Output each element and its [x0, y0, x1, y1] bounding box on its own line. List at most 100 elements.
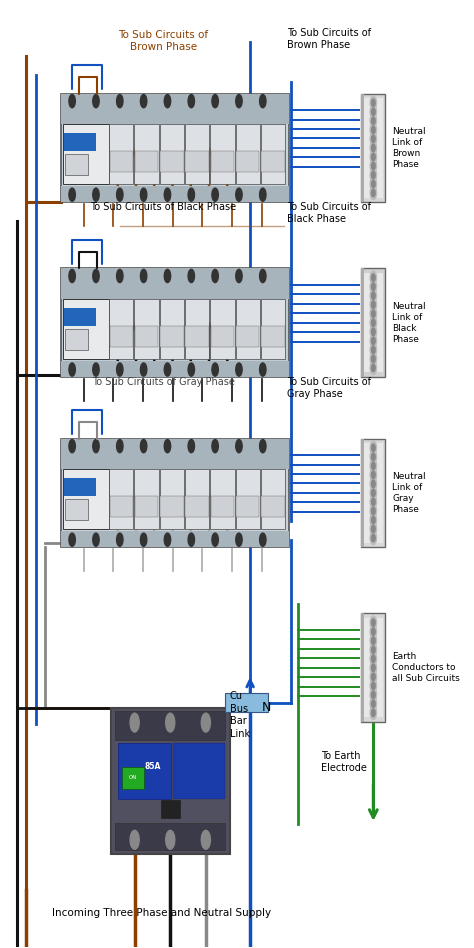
Circle shape — [370, 335, 376, 347]
Circle shape — [236, 269, 242, 283]
Text: Cu
Bus
Bar
Link: Cu Bus Bar Link — [229, 691, 250, 738]
Text: Neutral
Link of
Brown
Phase: Neutral Link of Brown Phase — [392, 127, 426, 169]
Circle shape — [372, 462, 375, 469]
Circle shape — [117, 188, 123, 201]
Bar — [109, 469, 134, 529]
Circle shape — [372, 700, 375, 707]
Circle shape — [370, 688, 376, 702]
Circle shape — [370, 96, 376, 109]
Circle shape — [372, 356, 375, 363]
Circle shape — [117, 269, 123, 283]
Circle shape — [117, 363, 123, 376]
Bar — [109, 326, 133, 347]
Circle shape — [69, 533, 75, 546]
Circle shape — [370, 616, 376, 629]
Circle shape — [372, 535, 375, 542]
Bar — [109, 299, 134, 358]
Circle shape — [370, 652, 376, 665]
Circle shape — [372, 319, 375, 326]
Circle shape — [372, 364, 375, 372]
Bar — [160, 151, 183, 172]
Circle shape — [372, 517, 375, 523]
Circle shape — [372, 489, 375, 497]
Bar — [61, 268, 289, 377]
Bar — [236, 124, 260, 184]
Circle shape — [372, 525, 375, 533]
Circle shape — [140, 95, 147, 108]
Bar — [362, 94, 385, 202]
Bar — [160, 496, 183, 517]
Bar — [61, 186, 289, 202]
Bar — [173, 743, 225, 799]
Circle shape — [370, 504, 376, 518]
Text: Neutral
Link of
Gray
Phase: Neutral Link of Gray Phase — [392, 472, 426, 514]
Circle shape — [93, 363, 99, 376]
Circle shape — [372, 283, 375, 290]
Bar — [64, 478, 96, 496]
Circle shape — [370, 316, 376, 329]
Circle shape — [370, 514, 376, 526]
Circle shape — [372, 126, 375, 134]
Circle shape — [372, 180, 375, 188]
Circle shape — [372, 301, 375, 308]
Circle shape — [370, 441, 376, 454]
Circle shape — [372, 471, 375, 479]
Circle shape — [164, 363, 171, 376]
Circle shape — [166, 713, 175, 732]
Circle shape — [370, 123, 376, 137]
Circle shape — [370, 522, 376, 536]
Circle shape — [372, 310, 375, 318]
Bar — [111, 708, 229, 854]
Bar — [160, 326, 183, 347]
Bar — [362, 613, 385, 722]
Circle shape — [212, 188, 219, 201]
Text: To Earth
Electrode: To Earth Electrode — [321, 751, 367, 774]
Bar — [261, 469, 285, 529]
Circle shape — [370, 177, 376, 191]
Circle shape — [164, 188, 171, 201]
Circle shape — [236, 533, 242, 546]
Text: ON: ON — [129, 775, 137, 780]
Circle shape — [372, 480, 375, 487]
Circle shape — [69, 363, 75, 376]
Circle shape — [372, 444, 375, 451]
Circle shape — [260, 95, 266, 108]
Circle shape — [117, 440, 123, 453]
Circle shape — [188, 440, 194, 453]
Bar — [225, 693, 268, 712]
Circle shape — [372, 682, 375, 689]
Bar — [185, 299, 210, 358]
Text: To Sub Circuits of
Brown Phase: To Sub Circuits of Brown Phase — [118, 29, 209, 52]
Text: To Sub Circuits of Gray Phase: To Sub Circuits of Gray Phase — [92, 376, 235, 387]
Bar — [261, 496, 285, 517]
Circle shape — [212, 440, 219, 453]
Circle shape — [69, 440, 75, 453]
Circle shape — [370, 105, 376, 118]
Circle shape — [164, 440, 171, 453]
Circle shape — [236, 95, 242, 108]
Bar — [61, 94, 289, 202]
Text: Incoming Three Phase and Neutral Supply: Incoming Three Phase and Neutral Supply — [52, 908, 271, 919]
Bar — [362, 613, 364, 722]
Bar — [185, 124, 210, 184]
Circle shape — [370, 532, 376, 545]
Circle shape — [260, 440, 266, 453]
Circle shape — [372, 453, 375, 461]
Circle shape — [372, 292, 375, 300]
Bar — [161, 800, 180, 818]
Circle shape — [370, 187, 376, 200]
Text: 85A: 85A — [144, 762, 161, 771]
Circle shape — [93, 269, 99, 283]
Circle shape — [201, 713, 210, 732]
Circle shape — [372, 655, 375, 663]
Circle shape — [201, 830, 210, 849]
Bar — [64, 133, 96, 151]
Circle shape — [130, 713, 139, 732]
Bar — [236, 299, 260, 358]
Circle shape — [370, 486, 376, 500]
Bar — [210, 469, 235, 529]
Circle shape — [140, 269, 147, 283]
Bar — [211, 496, 234, 517]
Circle shape — [130, 830, 139, 849]
Circle shape — [164, 95, 171, 108]
